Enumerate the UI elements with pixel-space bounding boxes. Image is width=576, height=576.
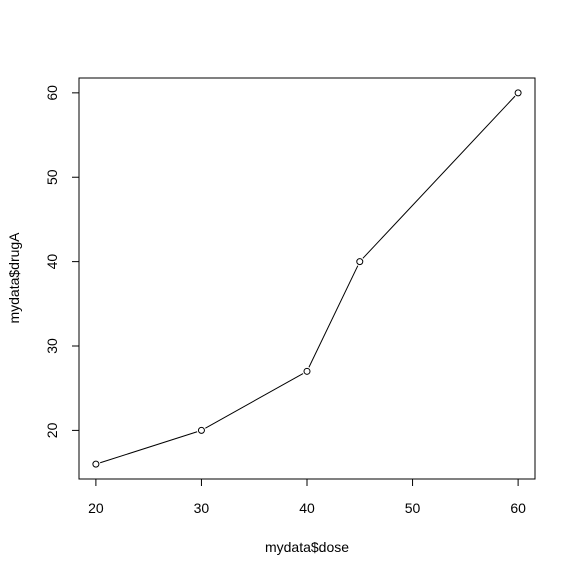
data-point: [303, 367, 311, 375]
y-tick-label: 60: [44, 85, 60, 101]
series-line-segment: [308, 265, 359, 368]
data-point: [514, 89, 522, 97]
x-tick-label: 60: [510, 500, 526, 516]
x-axis-title: mydata$dose: [265, 539, 349, 555]
x-tick-label: 40: [299, 500, 315, 516]
data-point: [356, 258, 364, 266]
series-line-segment: [205, 373, 304, 429]
x-axis: 20 30 40 50 60: [88, 478, 526, 516]
y-axis: 20 30 40 50 60: [44, 85, 80, 438]
series-line-segment: [362, 95, 516, 259]
series-drugA: [92, 89, 522, 468]
series-line-segment: [100, 431, 198, 464]
x-tick-label: 20: [88, 500, 104, 516]
plot-frame: [78, 77, 536, 480]
x-tick-label: 50: [405, 500, 421, 516]
y-tick-label: 50: [44, 169, 60, 185]
y-tick-label: 20: [44, 422, 60, 438]
y-axis-title: mydata$drugA: [6, 232, 22, 324]
y-tick-label: 30: [44, 338, 60, 354]
data-point: [92, 460, 100, 468]
y-tick-label: 40: [44, 254, 60, 270]
x-tick-label: 30: [194, 500, 210, 516]
data-point: [197, 426, 205, 434]
